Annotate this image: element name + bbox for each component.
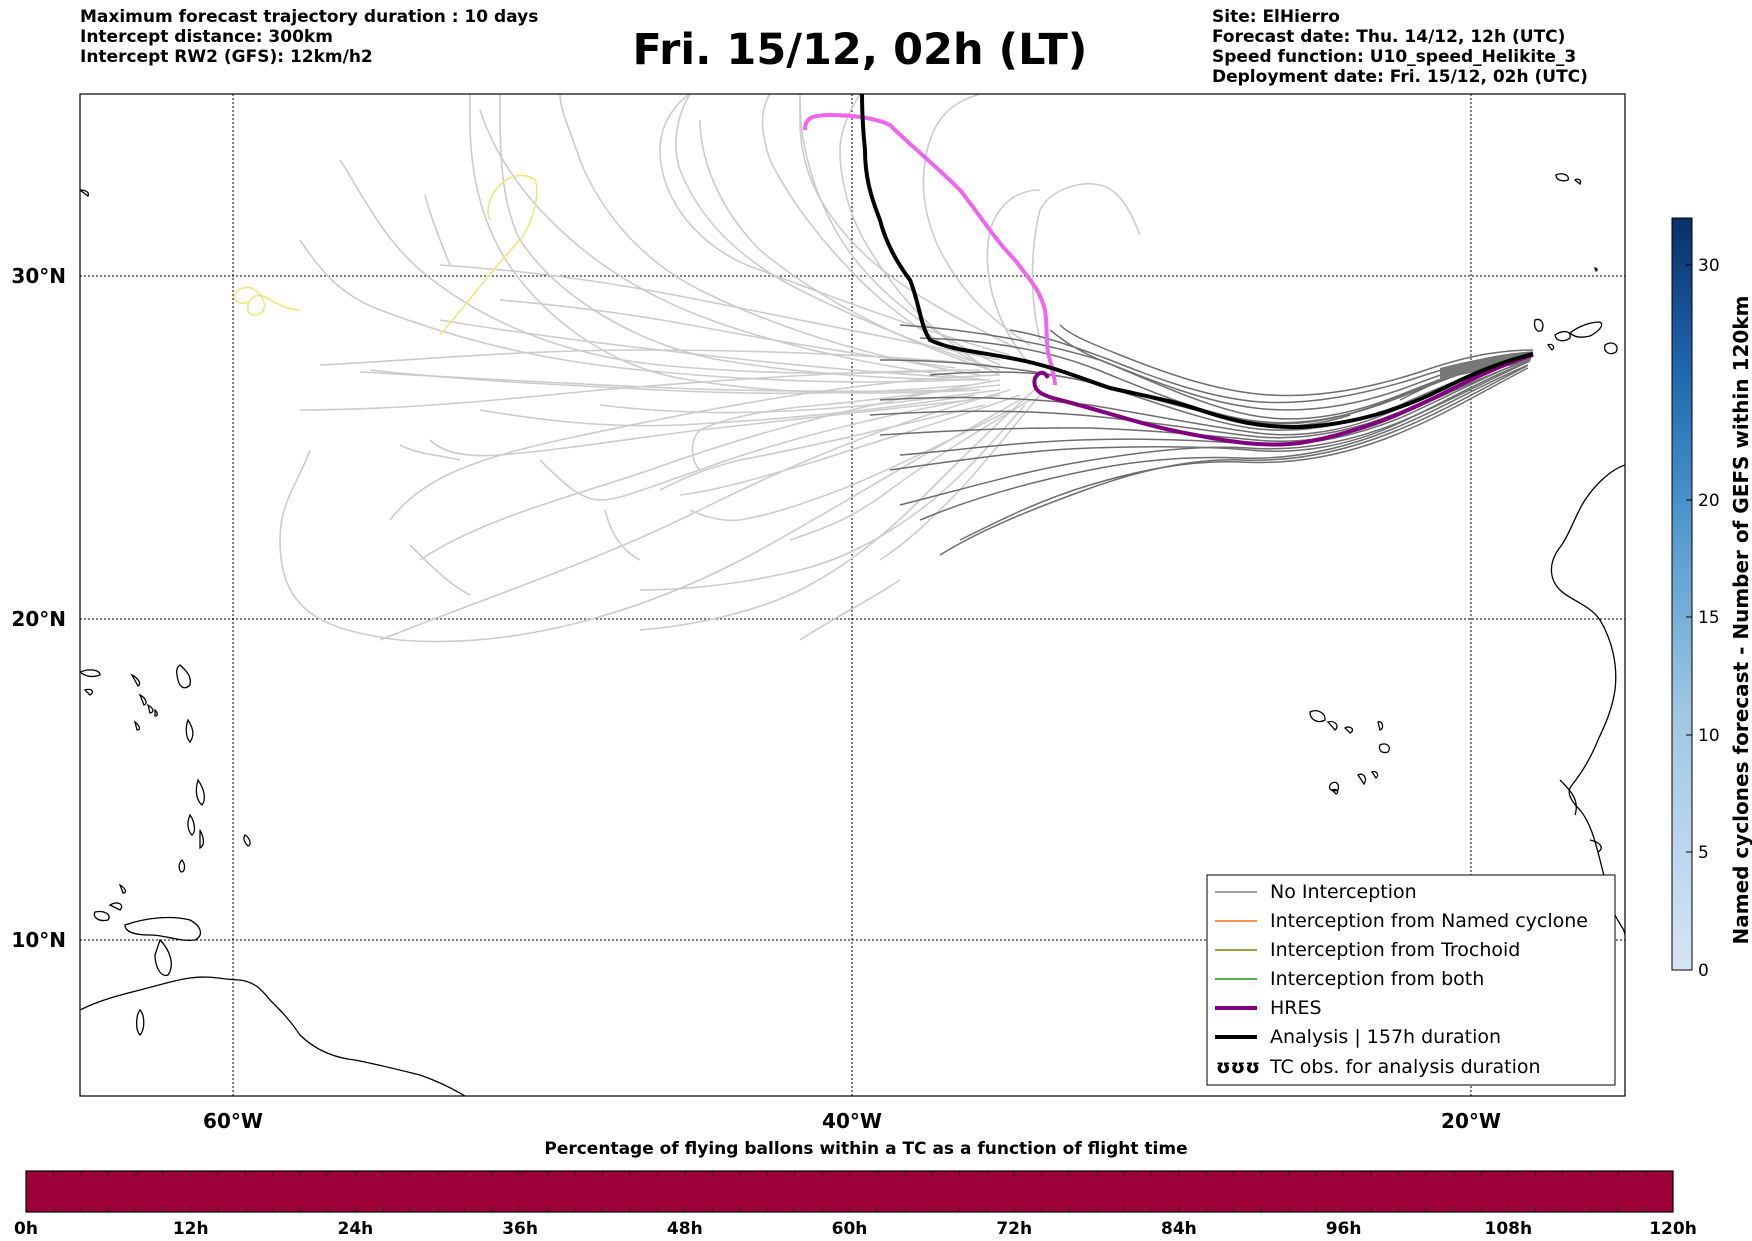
bottom-colorbar: Percentage of flying ballons within a TC… <box>14 1139 1697 1239</box>
header-left-info: Maximum forecast trajectory duration : 1… <box>80 7 538 67</box>
bottom-colorbar-minor-ticks <box>53 1171 1646 1212</box>
bcb-tick-12h: 12h <box>173 1219 209 1239</box>
cb-tick-0: 0 <box>1698 961 1709 981</box>
map-title: Fri. 15/12, 02h (LT) <box>632 25 1088 75</box>
bcb-tick-0h: 0h <box>14 1219 38 1239</box>
right-colorbar: 0 5 10 15 20 30 Named cyclones forecast … <box>1671 217 1752 981</box>
right-colorbar-label: Named cyclones forecast - Number of GEFS… <box>1729 296 1752 945</box>
intercept-distance-text: Intercept distance: 300km <box>80 27 333 47</box>
svg-text:Analysis | 157h duration: Analysis | 157h duration <box>1270 1026 1501 1048</box>
yellow-trajectories <box>233 174 538 336</box>
lon-tick-20w: 20°W <box>1441 1109 1501 1133</box>
site-text: Site: ElHierro <box>1212 7 1340 27</box>
legend-item-analysis: Analysis | 157h duration <box>1215 1026 1501 1048</box>
bottom-colorbar-scale <box>25 1170 1674 1213</box>
legend: No Interception Interception from Named … <box>1206 874 1616 1086</box>
bcb-tick-36h: 36h <box>502 1219 538 1239</box>
analysis-trajectory <box>860 94 1534 430</box>
lon-tick-40w: 40°W <box>822 1109 882 1133</box>
svg-text:Interception from Trochoid: Interception from Trochoid <box>1270 939 1520 961</box>
coastlines <box>80 173 1625 1096</box>
legend-item-trochoid: Interception from Trochoid <box>1215 939 1520 961</box>
legend-box <box>1206 874 1616 1086</box>
bcb-tick-48h: 48h <box>667 1219 703 1239</box>
cb-tick-30: 30 <box>1698 256 1720 276</box>
bcb-tick-84h: 84h <box>1161 1219 1197 1239</box>
tc-obs-symbol-icon: ʊʊʊ <box>1216 1056 1260 1078</box>
svg-text:No Interception: No Interception <box>1270 881 1417 903</box>
bcb-tick-24h: 24h <box>338 1219 374 1239</box>
svg-text:TC obs. for analysis duration: TC obs. for analysis duration <box>1269 1056 1541 1078</box>
intercept-rw2-text: Intercept RW2 (GFS): 12km/h2 <box>80 47 373 67</box>
speed-function-text: Speed function: U10_speed_Helikite_3 <box>1212 47 1577 67</box>
bcb-tick-108h: 108h <box>1485 1219 1533 1239</box>
legend-item-named-cyclone: Interception from Named cyclone <box>1215 910 1588 932</box>
deployment-date-text: Deployment date: Fri. 15/12, 02h (UTC) <box>1212 67 1588 87</box>
map-border <box>79 93 1626 1097</box>
svg-text:Interception from both: Interception from both <box>1270 968 1484 990</box>
header-right-info: Site: ElHierro Forecast date: Thu. 14/12… <box>1212 7 1588 87</box>
cb-tick-20: 20 <box>1698 491 1720 511</box>
lon-tick-60w: 60°W <box>203 1109 263 1133</box>
lat-tick-20n: 20°N <box>11 607 66 631</box>
svg-text:HRES: HRES <box>1270 997 1322 1019</box>
cb-tick-15: 15 <box>1698 608 1720 628</box>
bcb-tick-72h: 72h <box>996 1219 1032 1239</box>
bcb-tick-60h: 60h <box>832 1219 868 1239</box>
cb-tick-10: 10 <box>1698 726 1720 746</box>
forecast-date-text: Forecast date: Thu. 14/12, 12h (UTC) <box>1212 27 1566 47</box>
bcb-tick-120h: 120h <box>1649 1219 1697 1239</box>
right-colorbar-scale <box>1671 217 1693 971</box>
svg-text:Interception from Named cyclon: Interception from Named cyclone <box>1270 910 1588 932</box>
axis-tick-labels: 60°W 40°W 20°W 30°N 20°N 10°N <box>11 264 1501 1133</box>
bottom-colorbar-title: Percentage of flying ballons within a TC… <box>544 1139 1187 1159</box>
graticule <box>80 94 1625 1096</box>
hres-forecast-trajectory <box>803 112 1057 386</box>
legend-item-tc-obs: ʊʊʊ TC obs. for analysis duration <box>1216 1056 1541 1078</box>
hres-trajectory <box>1032 353 1534 447</box>
legend-item-no-interception: No Interception <box>1215 881 1417 903</box>
max-duration-text: Maximum forecast trajectory duration : 1… <box>80 7 539 27</box>
cb-tick-5: 5 <box>1698 843 1709 863</box>
lat-tick-10n: 10°N <box>11 928 66 952</box>
bcb-tick-96h: 96h <box>1326 1219 1362 1239</box>
lat-tick-30n: 30°N <box>11 264 66 288</box>
legend-item-both: Interception from both <box>1215 968 1484 990</box>
legend-item-hres: HRES <box>1215 997 1322 1019</box>
